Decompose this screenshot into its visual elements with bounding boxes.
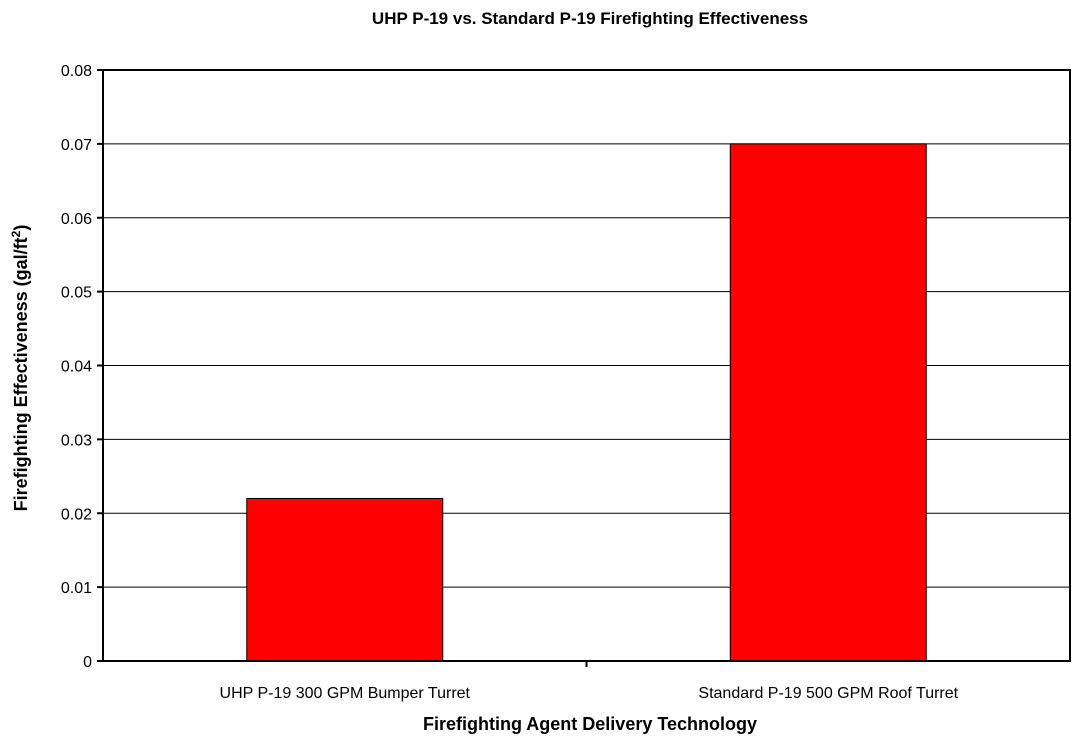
bar: [246, 497, 444, 662]
y-tick-label: 0.08: [61, 63, 92, 80]
y-axis-title: Firefighting Effectiveness (gal/ft2): [9, 225, 31, 512]
x-tick-label: UHP P-19 300 GPM Bumper Turret: [220, 685, 471, 702]
y-axis-ticks: 0 0.01 0.02 0.03 0.04 0.05 0.06 0.07 0.08: [61, 63, 103, 671]
y-tick-label: 0.06: [61, 211, 92, 228]
x-axis-ticks: UHP P-19 300 GPM Bumper Turret Standard P…: [220, 661, 959, 702]
y-tick-label: 0.04: [61, 359, 92, 376]
y-tick-label: 0: [83, 654, 92, 671]
bar: [729, 143, 927, 662]
y-tick-label: 0.02: [61, 506, 92, 523]
y-axis-title-suffix: ): [11, 225, 31, 231]
bars: [246, 143, 927, 662]
y-axis-title-main: Firefighting Effectiveness (gal/ft: [11, 237, 31, 511]
y-tick-label: 0.07: [61, 137, 92, 154]
x-axis-title: Firefighting Agent Delivery Technology: [423, 714, 757, 734]
y-tick-label: 0.01: [61, 580, 92, 597]
y-tick-label: 0.05: [61, 285, 92, 302]
chart-title: UHP P-19 vs. Standard P-19 Firefighting …: [372, 9, 808, 28]
y-axis-title-superscript: 2: [9, 230, 23, 237]
x-tick-label: Standard P-19 500 GPM Roof Turret: [698, 685, 958, 702]
y-tick-label: 0.03: [61, 432, 92, 449]
